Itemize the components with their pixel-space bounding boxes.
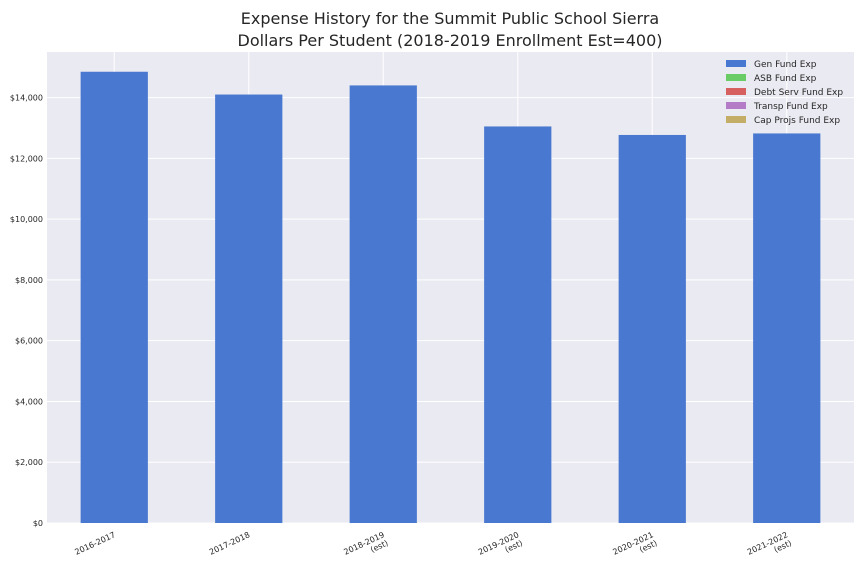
x-tick-label: 2018-2019(est)	[342, 530, 389, 557]
legend-label: Transp Fund Exp	[753, 102, 828, 112]
y-tick-label: $6,000	[15, 337, 43, 346]
x-tick-label: 2021-2022(est)	[746, 530, 793, 557]
x-tick-label: 2020-2021(est)	[611, 530, 658, 557]
bar-gen-fund-exp	[80, 71, 148, 523]
legend-swatch	[726, 116, 746, 123]
bar-gen-fund-exp	[753, 133, 821, 523]
y-tick-label: $10,000	[10, 215, 43, 224]
legend: Gen Fund Exp ASB Fund Exp Debt Serv Fund E…	[726, 60, 843, 126]
x-axis-ticks: 2016-2017 2017-2018 2018-2019(est) 2019-202…	[73, 530, 793, 557]
y-tick-label: $4,000	[15, 397, 43, 406]
x-tick-label: 2019-2020(est)	[477, 530, 524, 557]
bar-gen-fund-exp	[349, 85, 417, 523]
legend-label: ASB Fund Exp	[754, 74, 817, 84]
y-axis-ticks: $0 $2,000 $4,000 $6,000 $8,000 $10,000 $12,000…	[10, 94, 43, 528]
plot-area	[47, 52, 854, 523]
legend-label: Cap Projs Fund Exp	[754, 116, 840, 126]
legend-swatch	[726, 102, 746, 109]
legend-swatch	[726, 88, 746, 95]
chart-subtitle: Dollars Per Student (2018-2019 Enrollmen…	[238, 31, 663, 50]
chart-title: Expense History for the Summit Public Sc…	[241, 9, 659, 28]
bars-group	[80, 71, 821, 524]
x-tick-label-line: 2017-2018	[208, 530, 251, 557]
y-tick-label: $8,000	[15, 276, 43, 285]
bar-gen-fund-exp	[618, 134, 686, 523]
x-tick-label-line: 2016-2017	[73, 530, 116, 557]
y-tick-label: $0	[33, 519, 43, 528]
legend-swatch	[726, 60, 746, 67]
legend-label: Gen Fund Exp	[754, 60, 817, 70]
legend-swatch	[726, 74, 746, 81]
bar-gen-fund-exp	[484, 126, 552, 523]
legend-label: Debt Serv Fund Exp	[754, 88, 843, 98]
x-tick-label: 2016-2017	[73, 530, 116, 557]
y-tick-label: $14,000	[10, 94, 43, 103]
x-tick-label: 2017-2018	[208, 530, 251, 557]
y-tick-label: $2,000	[15, 458, 43, 467]
y-tick-label: $12,000	[10, 154, 43, 163]
bar-gen-fund-exp	[215, 94, 283, 524]
